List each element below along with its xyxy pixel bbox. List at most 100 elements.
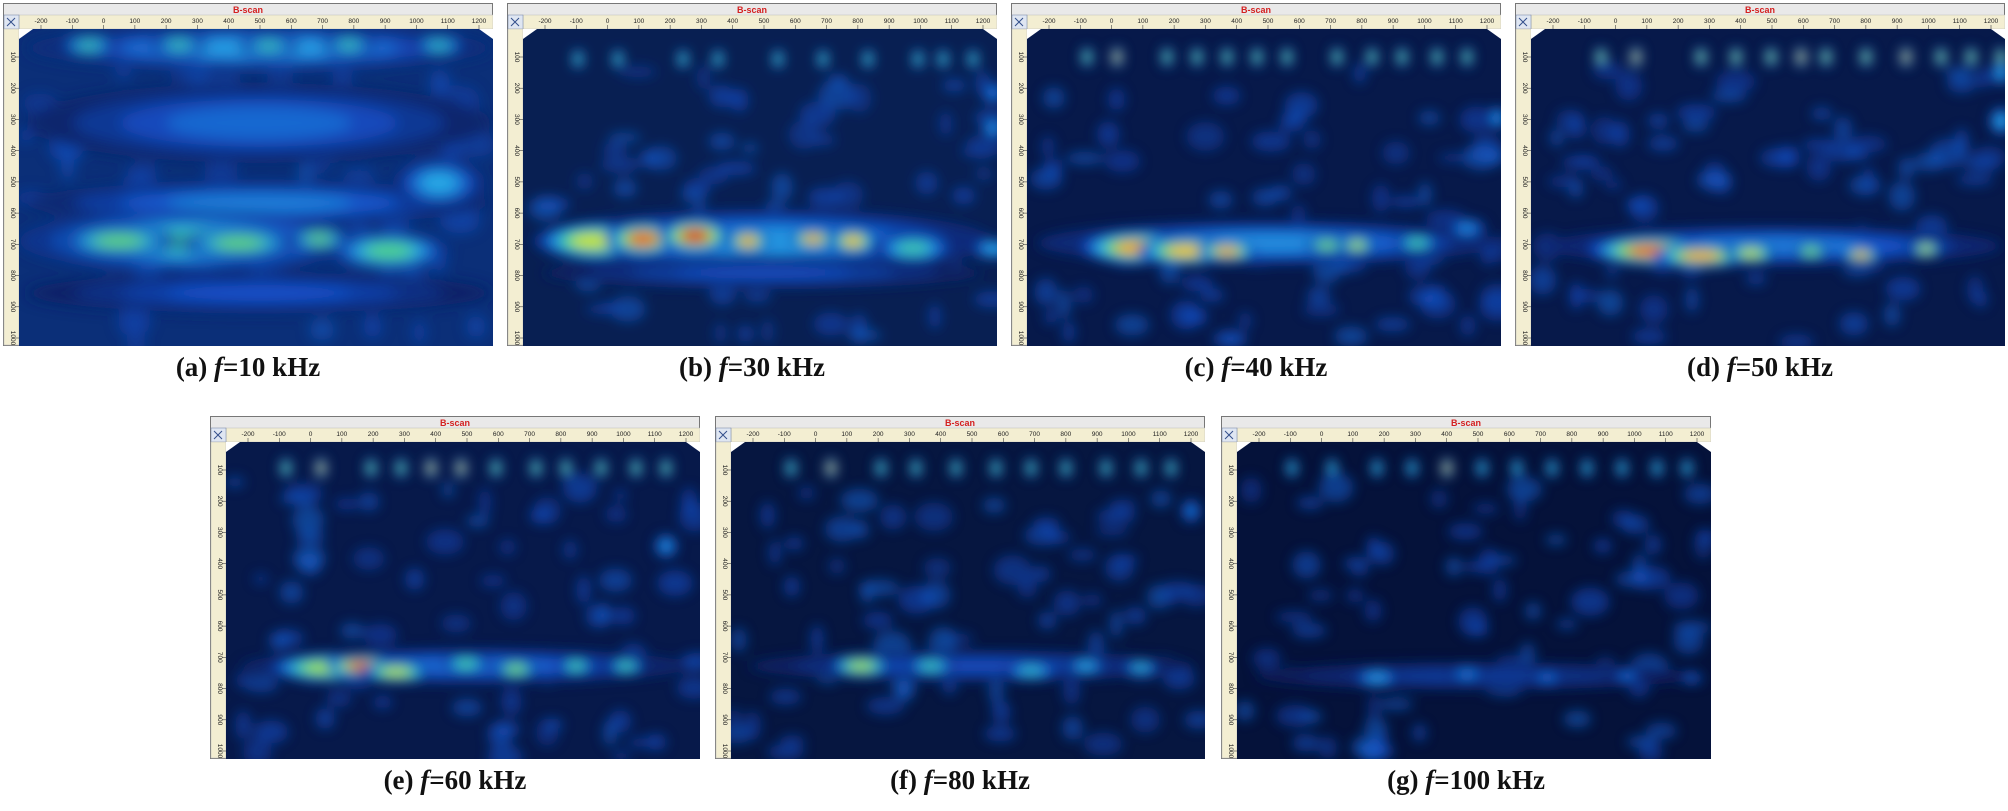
texture-spot — [1382, 141, 1410, 165]
title-bar — [1222, 417, 1710, 428]
heat-blob — [1620, 673, 1634, 679]
y-tick-label: 600 — [1227, 621, 1234, 632]
reflection-dot — [283, 464, 289, 472]
texture-spot — [1291, 623, 1327, 638]
texture-spot — [1042, 87, 1065, 109]
x-tick-label: 1200 — [1690, 431, 1705, 438]
texture-spot — [1291, 163, 1316, 186]
x-tick-label: 700 — [524, 431, 535, 438]
heat-blob — [215, 237, 263, 249]
texture-spot — [866, 696, 905, 715]
x-tick-label: 1000 — [1627, 431, 1642, 438]
bscan-window-c: B-scan -200 -100 0 100 200 300 400 500 600 700 800 9… — [1011, 3, 1501, 346]
panel-c: B-scan -200 -100 0 100 200 300 400 500 600 700 800 9… — [1011, 3, 1501, 346]
texture-spot — [1212, 86, 1241, 106]
x-tick-label: 0 — [1110, 18, 1114, 25]
corner-mask — [19, 29, 33, 39]
texture-spot — [1861, 165, 1875, 196]
texture-spot — [824, 516, 860, 542]
texture-spot — [1252, 648, 1281, 669]
reflection-dot — [1409, 464, 1415, 472]
y-tick-label: 300 — [9, 114, 16, 125]
reflection-dot — [820, 55, 826, 63]
texture-spot — [1041, 135, 1055, 158]
texture-spot — [1238, 311, 1252, 330]
heat-blob — [1996, 115, 2005, 127]
texture-spot — [284, 483, 323, 505]
texture-spot — [1044, 310, 1058, 325]
y-tick-label: 500 — [1017, 176, 1024, 187]
texture-spot — [743, 710, 762, 740]
texture-spot — [645, 146, 677, 171]
scan-heat — [19, 29, 493, 346]
texture-spot — [1062, 715, 1083, 741]
texture-spot — [429, 70, 450, 94]
texture-spot — [923, 557, 951, 579]
caption-f: (f) f=80 kHz — [890, 765, 1030, 795]
texture-spot — [1212, 331, 1245, 346]
reflection-dot — [1464, 53, 1470, 61]
texture-spot — [1033, 517, 1060, 532]
x-tick-label: 300 — [1410, 431, 1421, 438]
texture-spot — [1462, 145, 1499, 170]
texture-spot — [799, 101, 836, 128]
texture-spot — [605, 505, 627, 523]
x-tick-label: 600 — [493, 431, 504, 438]
x-tick-label: 1100 — [441, 18, 455, 25]
caption-c: (c) f=40 kHz — [1184, 352, 1328, 382]
y-tick-label: 300 — [1521, 114, 1528, 125]
texture-spot — [529, 507, 552, 524]
reflection-dot — [563, 464, 569, 472]
x-tick-label: 300 — [399, 431, 410, 438]
reflection-dot — [878, 464, 884, 472]
texture-spot — [1778, 334, 1814, 346]
heat-blob — [1187, 506, 1195, 516]
texture-spot — [1372, 183, 1390, 213]
texture-spot — [737, 324, 754, 343]
texture-spot — [500, 591, 527, 621]
scan-heat — [1029, 47, 1501, 346]
texture-spot — [279, 581, 304, 604]
heat-blob — [1687, 675, 1697, 681]
heat-blob — [77, 41, 101, 49]
texture-spot — [309, 320, 335, 340]
x-tick-label: 900 — [1388, 18, 1399, 25]
x-tick-label: 700 — [1535, 431, 1546, 438]
y-tick-label: 900 — [1227, 714, 1234, 725]
x-tick-label: 600 — [1504, 431, 1515, 438]
texture-spot — [576, 575, 591, 605]
texture-spot — [809, 133, 836, 146]
texture-spot — [599, 568, 633, 592]
x-tick-label: 800 — [1566, 431, 1577, 438]
caption-e: (e) f=60 kHz — [383, 765, 527, 795]
texture-spot — [1318, 472, 1354, 503]
x-tick-label: 0 — [606, 18, 610, 25]
texture-spot — [952, 186, 976, 205]
texture-spot — [1570, 587, 1610, 616]
y-tick-label: 700 — [1017, 239, 1024, 250]
texture-spot — [766, 744, 805, 759]
texture-spot — [1629, 194, 1659, 222]
y-tick-label: 700 — [1227, 652, 1234, 663]
texture-spot — [1697, 530, 1711, 544]
scan-plot — [1027, 29, 1501, 346]
texture-spot — [1113, 554, 1139, 566]
y-tick-label: 100 — [216, 465, 223, 476]
texture-spot — [204, 161, 238, 186]
reflection-dot — [1823, 53, 1829, 61]
texture-spot — [1563, 710, 1592, 728]
texture-spot — [1621, 514, 1650, 535]
y-tick-label: 900 — [513, 301, 520, 312]
texture-spot — [1459, 106, 1494, 133]
panel-a: B-scan -200 -100 0 100 200 300 400 500 600 700 800 9… — [3, 3, 493, 346]
corner-mask — [1237, 442, 1251, 452]
x-tick-label: 200 — [161, 18, 172, 25]
y-tick-label: 800 — [1227, 683, 1234, 694]
texture-spot — [487, 744, 523, 759]
reflection-dot — [1584, 464, 1590, 472]
title-bar — [1516, 4, 2004, 15]
reflection-dot — [1138, 464, 1144, 472]
heat-blob — [1853, 251, 1869, 259]
reflection-dot — [788, 464, 794, 472]
texture-spot — [358, 492, 380, 511]
